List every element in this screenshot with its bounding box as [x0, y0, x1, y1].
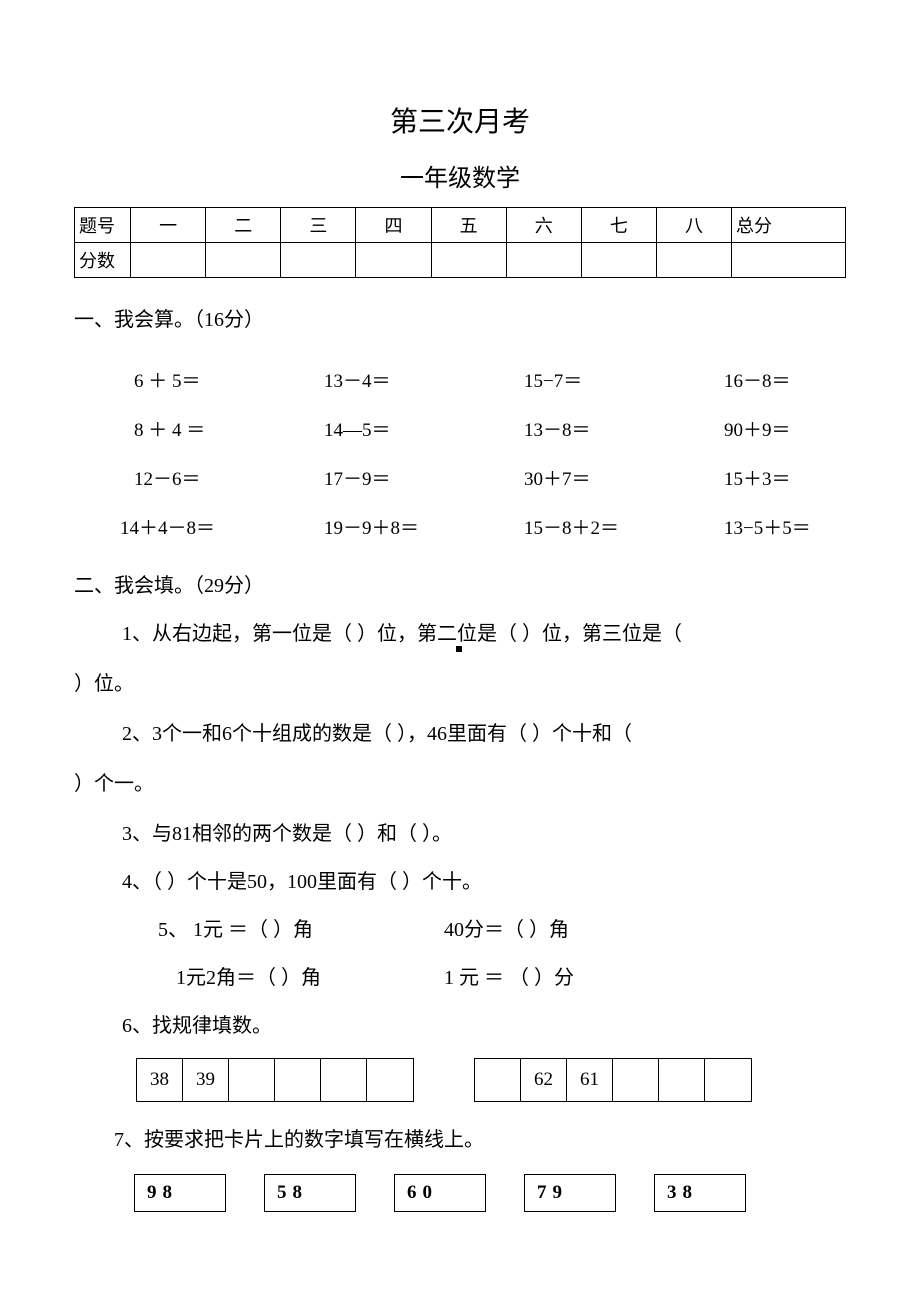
calc-cell: 8 ＋ 4 ＝ — [134, 415, 324, 442]
calc-cell: 17－9＝ — [324, 464, 524, 491]
num-box: 38 — [137, 1059, 183, 1101]
q1-line2: ）位。 — [74, 658, 846, 710]
calc-cell: 12－6＝ — [134, 464, 324, 491]
score-cell — [431, 243, 506, 278]
calc-cell: 16－8＝ — [724, 366, 914, 393]
q5-row1: 5、 1元 ＝（ ）角 40分＝（ ）角 — [74, 906, 846, 954]
q5-row2: 1元2角＝（ ）角 1 元 ＝ （ ）分 — [74, 954, 846, 1002]
title-main: 第三次月考 — [74, 100, 846, 140]
row-label: 题号 — [75, 208, 131, 243]
num-box — [613, 1059, 659, 1101]
score-cell — [206, 243, 281, 278]
number-card: 38 — [654, 1174, 746, 1212]
num-box — [705, 1059, 751, 1101]
calc-row: 14＋4－8＝ 19－9＋8＝ 15－8＋2＝ 13−5＋5＝ — [120, 513, 846, 540]
calc-cell: 6 ＋ 5＝ — [134, 366, 324, 393]
num-box: 62 — [521, 1059, 567, 1101]
num-box: 39 — [183, 1059, 229, 1101]
calc-cell: 14—5＝ — [324, 415, 524, 442]
q2-line2: ）个一。 — [74, 758, 846, 810]
q2-line1: 2、3个一和6个十组成的数是（ ），46里面有（ ）个十和（ — [74, 710, 846, 758]
q6: 6、找规律填数。 — [74, 1002, 846, 1050]
card-row: 98 58 60 79 38 — [74, 1174, 846, 1212]
score-cell — [356, 243, 431, 278]
number-card: 98 — [134, 1174, 226, 1212]
score-table: 题号 一 二 三 四 五 六 七 八 总分 分数 — [74, 207, 846, 278]
number-card: 60 — [394, 1174, 486, 1212]
calc-row: 6 ＋ 5＝ 13－4＝ 15−7＝ 16－8＝ — [134, 366, 846, 393]
calc-cell: 30＋7＝ — [524, 464, 724, 491]
calc-cell: 19－9＋8＝ — [324, 513, 524, 540]
col-cell: 一 — [131, 208, 206, 243]
col-cell: 二 — [206, 208, 281, 243]
q5a-right: 40分＝（ ）角 — [444, 906, 569, 954]
pattern-group-a: 38 39 — [136, 1058, 414, 1102]
score-cell — [732, 243, 846, 278]
col-cell: 八 — [656, 208, 731, 243]
num-box: 61 — [567, 1059, 613, 1101]
calc-cell: 15＋3＝ — [724, 464, 914, 491]
q5a-left: 5、 1元 ＝（ ）角 — [74, 906, 444, 954]
col-cell: 五 — [431, 208, 506, 243]
col-cell: 四 — [356, 208, 431, 243]
calc-cell: 13－4＝ — [324, 366, 524, 393]
col-cell: 三 — [281, 208, 356, 243]
score-cell — [506, 243, 581, 278]
calc-cell: 14＋4－8＝ — [120, 513, 324, 540]
score-cell — [581, 243, 656, 278]
number-card: 58 — [264, 1174, 356, 1212]
num-box — [659, 1059, 705, 1101]
q4: 4、（ ）个十是50，100里面有（ ）个十。 — [74, 858, 846, 906]
calc-cell: 13－8＝ — [524, 415, 724, 442]
calc-grid: 6 ＋ 5＝ 13－4＝ 15−7＝ 16－8＝ 8 ＋ 4 ＝ 14—5＝ 1… — [74, 366, 846, 540]
number-card: 79 — [524, 1174, 616, 1212]
row-label: 分数 — [75, 243, 131, 278]
col-cell: 六 — [506, 208, 581, 243]
q5b-left: 1元2角＝（ ）角 — [74, 954, 444, 1002]
calc-cell: 15－8＋2＝ — [524, 513, 724, 540]
score-cell — [656, 243, 731, 278]
num-box — [321, 1059, 367, 1101]
section2-heading: 二、我会填。（29分） — [74, 562, 846, 610]
num-box — [367, 1059, 413, 1101]
num-box — [229, 1059, 275, 1101]
calc-cell: 13−5＋5＝ — [724, 513, 914, 540]
calc-cell: 90＋9＝ — [724, 415, 914, 442]
calc-cell: 15−7＝ — [524, 366, 724, 393]
title-sub: 一年级数学 — [74, 158, 846, 193]
calc-row: 12－6＝ 17－9＝ 30＋7＝ 15＋3＝ — [134, 464, 846, 491]
pattern-row: 38 39 62 61 — [74, 1058, 846, 1102]
table-row: 题号 一 二 三 四 五 六 七 八 总分 — [75, 208, 846, 243]
num-box — [475, 1059, 521, 1101]
num-box — [275, 1059, 321, 1101]
score-cell — [281, 243, 356, 278]
center-dot-icon — [456, 646, 462, 652]
score-cell — [131, 243, 206, 278]
q5b-right: 1 元 ＝ （ ）分 — [444, 954, 574, 1002]
total-label: 总分 — [732, 208, 846, 243]
q3: 3、与81相邻的两个数是（ ）和（ ）。 — [74, 810, 846, 858]
table-row: 分数 — [75, 243, 846, 278]
calc-row: 8 ＋ 4 ＝ 14—5＝ 13－8＝ 90＋9＝ — [134, 415, 846, 442]
col-cell: 七 — [581, 208, 656, 243]
section1-heading: 一、我会算。（16分） — [74, 296, 846, 344]
q7: 7、按要求把卡片上的数字填写在横线上。 — [74, 1116, 846, 1164]
pattern-group-b: 62 61 — [474, 1058, 752, 1102]
